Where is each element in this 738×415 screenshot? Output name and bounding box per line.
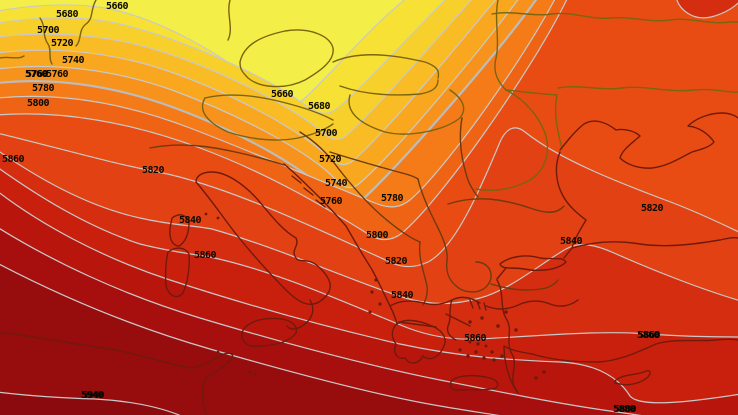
- border-ukraine-west: [494, 0, 507, 91]
- coast-straits: [496, 247, 573, 280]
- band-fill: [0, 391, 181, 415]
- coast-dalmatian-islands: [291, 175, 326, 208]
- border-albania: [418, 241, 428, 306]
- border-macedonia: [445, 259, 492, 293]
- coast-black-sea-west: [555, 151, 587, 249]
- border-greece-north: [490, 279, 559, 291]
- border-moldova: [505, 89, 563, 150]
- coast-attica: [446, 299, 457, 341]
- border-carpathians: [475, 89, 549, 191]
- coast-italy: [195, 171, 331, 305]
- island-dots: [204, 212, 546, 380]
- border-romania-west: [459, 117, 479, 198]
- border-hungary: [348, 89, 465, 135]
- border-czech: [239, 29, 334, 88]
- coast-euboea: [445, 313, 471, 327]
- country-borders: [0, 0, 738, 306]
- border-line: [0, 55, 25, 59]
- coast-adriatic-east: [345, 225, 398, 325]
- border-sava: [329, 151, 419, 180]
- coast-calabria: [286, 299, 314, 330]
- coast-sardinia: [164, 247, 190, 298]
- coast-aegean-turkey: [496, 279, 519, 394]
- coast-dalmatia: [283, 163, 347, 227]
- border-austria: [204, 94, 334, 121]
- coast-crete: [449, 374, 499, 391]
- coast-thrace: [485, 299, 579, 310]
- coast-corsica: [169, 214, 190, 247]
- closed-high-cell: [676, 0, 738, 19]
- coastlines: [0, 112, 738, 415]
- coast-chalkidiki: [451, 296, 487, 311]
- coast-turkey-south: [503, 338, 738, 394]
- border-slovakia: [332, 54, 440, 79]
- border-danube: [447, 198, 565, 213]
- border-line: [39, 17, 53, 65]
- border-italy-north: [149, 144, 285, 166]
- border-line: [75, 0, 97, 47]
- border-line: [491, 12, 738, 24]
- band-fill: [0, 263, 500, 415]
- coast-black-sea-south: [571, 236, 738, 249]
- coast-gulf-of-corinth: [398, 321, 437, 328]
- border-line: [227, 0, 231, 41]
- coast-marmara: [499, 255, 567, 271]
- coast-greece-east: [389, 299, 453, 307]
- coast-cyprus: [613, 370, 651, 386]
- border-dinaric: [299, 131, 421, 243]
- border-line: [557, 86, 738, 93]
- border-serbia: [417, 178, 448, 261]
- coast-north-africa: [0, 331, 234, 415]
- border-line: [339, 79, 439, 96]
- coast-sicily: [241, 317, 298, 347]
- border-line: [201, 97, 334, 141]
- coast-crimea-azov: [559, 112, 738, 169]
